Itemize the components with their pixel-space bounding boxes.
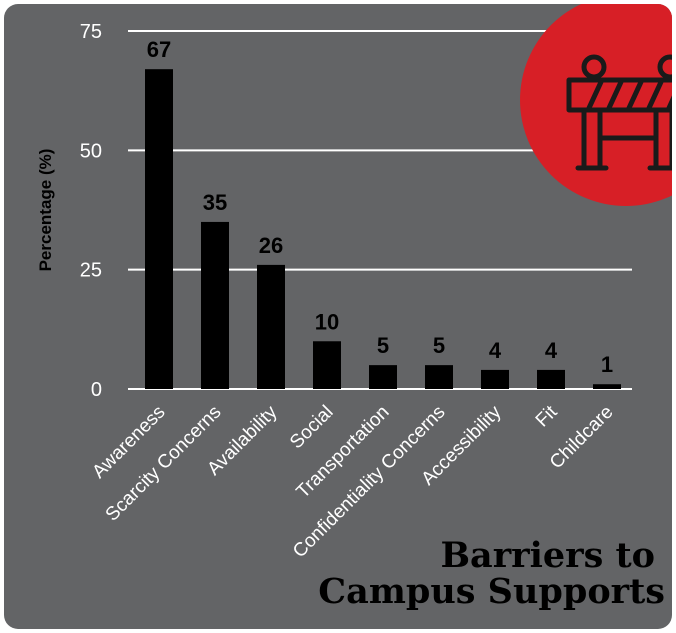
- bar: [481, 369, 509, 389]
- bar-value-label: 10: [315, 309, 339, 334]
- y-axis-ticks: 0 25 50 75: [80, 21, 102, 401]
- bar: [537, 369, 565, 389]
- barrier-badge: [520, 4, 672, 206]
- y-axis-label: Percentage (%): [36, 149, 55, 272]
- title-line-1: Barriers to: [440, 535, 655, 576]
- bar-value-label: 1: [601, 352, 613, 377]
- bar: [369, 365, 397, 389]
- bar: [593, 384, 621, 389]
- value-labels: 67 35 26 10 5 5 4 4 1: [147, 37, 613, 377]
- y-tick-label: 25: [80, 260, 102, 282]
- badge-circle: [520, 4, 672, 206]
- bar-value-label: 5: [377, 333, 389, 358]
- bar: [145, 69, 173, 389]
- chart-card: 0 25 50 75 Percentage (%) 67 35 26 10 5 5 4 4 1 Awa…: [4, 4, 672, 629]
- bar: [257, 264, 285, 389]
- bar-value-label: 35: [203, 190, 227, 215]
- y-tick-label: 50: [80, 140, 102, 162]
- road-barrier-icon: [566, 54, 672, 171]
- y-tick-label: 0: [91, 379, 102, 401]
- bar-value-label: 4: [545, 338, 558, 363]
- bar-value-label: 5: [433, 333, 445, 358]
- bar-value-label: 4: [489, 338, 502, 363]
- bar-value-label: 67: [147, 37, 171, 62]
- bar: [425, 365, 453, 389]
- y-tick-label: 75: [80, 21, 102, 43]
- bar-value-label: 26: [259, 233, 283, 258]
- bars: [145, 69, 621, 389]
- bar: [201, 221, 229, 389]
- title-line-2: Campus Supports: [318, 571, 665, 612]
- bar: [313, 341, 341, 389]
- chart-title: Barriers to Campus Supports: [318, 535, 665, 612]
